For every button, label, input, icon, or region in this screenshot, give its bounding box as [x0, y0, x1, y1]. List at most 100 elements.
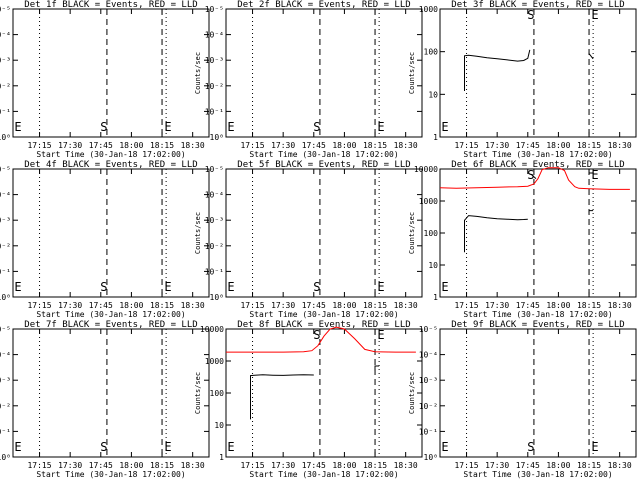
- y-tick-label: 10⁻³: [205, 216, 224, 225]
- y-tick-label: 10⁻⁵: [0, 5, 11, 14]
- y-tick-label: 10⁻⁴: [0, 191, 11, 200]
- plot-frame: [225, 168, 423, 298]
- series-line: [588, 52, 594, 60]
- y-tick-label: 1000: [419, 5, 438, 14]
- x-tick-label: 17:15: [27, 141, 51, 150]
- x-tick-label: 18:00: [119, 141, 143, 150]
- y-axis-label: Counts/sec: [408, 372, 416, 414]
- y-tick-label: 10⁻⁴: [0, 351, 11, 360]
- x-axis-label: Start Time (30-Jan-18 17:02:00): [36, 310, 185, 319]
- end-marker: E: [377, 328, 384, 342]
- y-axis-label: Counts/sec: [408, 52, 416, 94]
- y-tick-label: 100: [424, 229, 439, 238]
- y-tick-label: 10: [428, 261, 438, 270]
- plot-frame: [439, 328, 637, 458]
- y-tick-label: 10000: [200, 325, 224, 334]
- y-tick-label: 100: [210, 389, 225, 398]
- x-axis-label: Start Time (30-Jan-18 17:02:00): [463, 150, 612, 159]
- detector-panel-1: Det 1f BLACK = Events, RED = LLD 10⁰ 10⁻¹ 1…: [0, 0, 210, 159]
- y-tick-label: 1: [433, 293, 438, 302]
- end-marker-left: E: [14, 120, 21, 134]
- y-tick-label: 10⁻¹: [0, 267, 11, 276]
- x-tick-label: 18:00: [546, 141, 570, 150]
- detector-panel-4: Det 4f BLACK = Events, RED = LLD 10⁰ 10⁻¹ 1…: [0, 160, 210, 319]
- y-tick-label: 10⁻³: [0, 376, 11, 385]
- series-line: [226, 326, 416, 353]
- x-tick-label: 18:15: [363, 461, 387, 470]
- end-marker: E: [591, 440, 598, 454]
- plot-frame: [12, 8, 210, 138]
- x-tick-label: 18:15: [150, 141, 174, 150]
- x-tick-label: 18:00: [546, 461, 570, 470]
- x-tick-label: 18:30: [181, 461, 205, 470]
- end-marker-left: E: [227, 440, 234, 454]
- y-tick-label: 10⁻³: [0, 56, 11, 65]
- y-tick-label: 10⁻²: [419, 402, 438, 411]
- detector-panel-5: Det 5f BLACK = Events, RED = LLD 10⁰ 10⁻¹ 1…: [194, 160, 423, 319]
- x-axis-label: Start Time (30-Jan-18 17:02:00): [36, 150, 185, 159]
- x-tick-label: 18:30: [608, 301, 632, 310]
- y-tick-label: 10: [428, 90, 438, 99]
- x-tick-label: 18:15: [577, 301, 601, 310]
- y-tick-label: 10⁻²: [205, 82, 224, 91]
- x-axis-label: Start Time (30-Jan-18 17:02:00): [463, 310, 612, 319]
- x-tick-label: 17:30: [271, 141, 295, 150]
- y-tick-label: 10⁻¹: [0, 427, 11, 436]
- y-tick-label: 10: [214, 421, 224, 430]
- x-tick-label: 17:15: [454, 141, 478, 150]
- y-tick-label: 10⁰: [0, 453, 11, 462]
- y-tick-label: 10⁻¹: [419, 427, 438, 436]
- series-line: [374, 365, 380, 371]
- x-tick-label: 17:15: [454, 301, 478, 310]
- y-axis-label: Counts/sec: [194, 372, 202, 414]
- detector-panel-8: Det 8f BLACK = Events, RED = LLD 1 10 100 10…: [194, 320, 423, 479]
- start-marker: S: [100, 120, 107, 134]
- y-axis-label: Counts/sec: [194, 52, 202, 94]
- series-line: [250, 374, 314, 420]
- y-tick-label: 10⁻⁵: [419, 325, 438, 334]
- x-tick-label: 18:15: [363, 301, 387, 310]
- x-axis-label: Start Time (30-Jan-18 17:02:00): [249, 150, 398, 159]
- plot-frame: [225, 8, 423, 138]
- y-tick-label: 10⁻²: [0, 82, 11, 91]
- start-marker: S: [313, 120, 320, 134]
- x-tick-label: 17:30: [58, 461, 82, 470]
- x-axis-label: Start Time (30-Jan-18 17:02:00): [463, 470, 612, 479]
- panel-title: Det 3f BLACK = Events, RED = LLD: [451, 0, 624, 10]
- x-tick-label: 17:30: [271, 461, 295, 470]
- x-tick-label: 18:15: [363, 141, 387, 150]
- x-tick-label: 18:30: [394, 301, 418, 310]
- y-tick-label: 10⁻⁴: [205, 191, 224, 200]
- y-tick-label: 100: [424, 48, 439, 57]
- y-tick-label: 1000: [205, 357, 224, 366]
- start-marker: S: [313, 280, 320, 294]
- y-tick-label: 10⁻⁴: [0, 31, 11, 40]
- y-tick-label: 10⁻⁵: [205, 165, 224, 174]
- y-tick-label: 10⁻¹: [205, 107, 224, 116]
- x-tick-label: 18:15: [150, 301, 174, 310]
- x-tick-label: 17:30: [58, 301, 82, 310]
- x-tick-label: 17:15: [240, 301, 264, 310]
- y-tick-label: 10⁰: [0, 133, 11, 142]
- x-tick-label: 17:15: [454, 461, 478, 470]
- detector-panel-6: Det 6f BLACK = Events, RED = LLD 1 10 100 10…: [408, 160, 637, 319]
- panel-title: Det 8f BLACK = Events, RED = LLD: [237, 320, 410, 330]
- x-tick-label: 17:45: [89, 301, 113, 310]
- series-line: [464, 49, 531, 91]
- x-tick-label: 17:15: [240, 141, 264, 150]
- x-tick-label: 18:00: [119, 301, 143, 310]
- x-tick-label: 17:30: [485, 301, 509, 310]
- y-tick-label: 10⁻⁵: [205, 5, 224, 14]
- x-tick-label: 17:30: [485, 141, 509, 150]
- x-tick-label: 18:15: [150, 461, 174, 470]
- y-tick-label: 10⁻¹: [0, 107, 11, 116]
- end-marker: E: [591, 8, 598, 22]
- x-tick-label: 17:45: [302, 461, 326, 470]
- start-marker: S: [527, 440, 534, 454]
- start-marker: S: [313, 328, 320, 342]
- x-tick-label: 18:00: [332, 461, 356, 470]
- detector-panel-2: Det 2f BLACK = Events, RED = LLD 10⁰ 10⁻¹ 1…: [194, 0, 423, 159]
- y-tick-label: 10⁻²: [0, 242, 11, 251]
- x-tick-label: 17:45: [302, 301, 326, 310]
